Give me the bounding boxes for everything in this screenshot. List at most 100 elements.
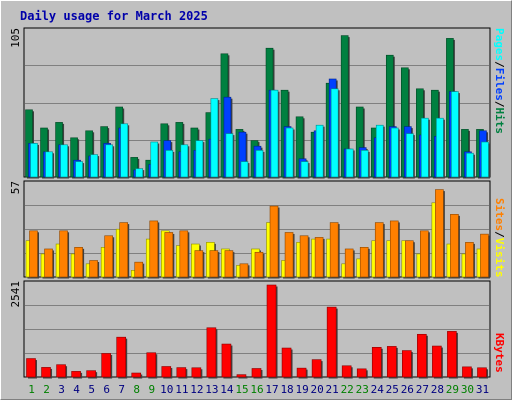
kbytes-bar [266,284,277,378]
sites-bar [74,247,83,278]
kbytes-bar [116,336,126,378]
pages-bar [60,144,68,178]
sites-bar [420,230,429,278]
sites-bar [480,233,489,278]
sites-bar [239,263,249,278]
pages-bar [240,161,249,178]
kbytes-bar [417,333,427,378]
x-tick-label: 9 [148,383,155,396]
kbytes-bar [402,350,412,378]
x-tick-label: 30 [461,383,474,396]
sites-bar [29,230,38,278]
sites-bar [284,232,294,278]
kbytes-bar [432,345,442,378]
x-tick-label: 16 [250,383,263,396]
pages-bar [165,150,174,178]
x-tick-label: 20 [311,383,324,396]
pages-bar [451,91,459,178]
x-tick-label: 6 [103,383,110,396]
sites-bar [104,235,113,278]
legend-entry: Files [493,68,506,101]
x-tick-label: 14 [220,383,234,396]
pages-bar [45,151,53,178]
x-tick-label: 15 [235,383,248,396]
sites-bar [149,220,159,278]
pages-bar [330,88,339,178]
legend-entry: / [493,101,506,108]
x-tick-label: 7 [118,383,125,396]
kbytes-legend: KBytes [493,333,506,373]
kbytes-bar [206,327,217,378]
kbytes-bar [477,367,487,378]
visitors-legend: Sites/Visits [493,198,506,278]
kbytes-bar [56,364,66,378]
pages-bar [225,133,234,178]
pages-bar [90,154,98,178]
x-tick-label: 25 [386,383,399,396]
usage-legend: Pages/Files/Hits [493,28,506,134]
kbytes-bar [26,358,36,378]
legend-entry: / [493,61,506,68]
pages-bar [360,150,369,178]
x-tick-label: 26 [401,383,414,396]
x-tick-label: 27 [416,383,429,396]
x-tick-label: 28 [431,383,444,396]
sites-bar [179,230,189,278]
kbytes-bar [462,366,472,378]
sites-bar [435,189,444,278]
kbytes-bar [161,366,172,378]
kbytes-bar [86,370,96,378]
sites-bar [450,214,459,278]
x-tick-label: 23 [356,383,369,396]
visitors-ymax-label: 57 [9,181,22,194]
sites-bar [89,260,98,278]
sites-bar [359,247,369,278]
sites-bar [389,220,399,278]
pages-bar [436,117,444,178]
kbytes-bar [447,331,457,378]
sites-bar [374,222,384,278]
kbytes-bar [41,367,51,378]
sites-bar [134,261,144,278]
sites-bar [44,248,53,278]
x-tick-label: 2 [43,383,50,396]
sites-bar [194,250,204,278]
sites-bar [344,248,354,278]
kbytes-bar [176,367,187,378]
sites-bar [224,250,234,278]
sites-bar [314,237,324,278]
pages-bar [255,150,264,178]
kbytes-ymax-label: 2541 [9,281,22,308]
pages-bar [300,161,309,178]
x-tick-label: 24 [371,383,385,396]
pages-bar [150,141,159,178]
x-tick-label: 13 [205,383,218,396]
x-tick-label: 17 [265,383,278,396]
kbytes-bar [281,347,292,378]
kbytes-bar [296,367,307,378]
pages-bar [30,143,38,178]
pages-bar [466,152,474,178]
kbytes-bar [311,359,322,378]
legend-entry: Visits [493,238,506,278]
kbytes-bar [221,343,232,378]
x-tick-label: 12 [190,383,203,396]
legend-entry: Pages [493,28,506,61]
kbytes-bar [356,368,367,378]
kbytes-bar [341,365,352,378]
kbytes-bar [71,371,81,378]
pages-bar [345,148,354,178]
kbytes-bar [251,368,262,378]
sites-bar [299,235,309,278]
pages-bar [75,161,83,178]
x-tick-label: 11 [175,383,188,396]
x-tick-label: 18 [280,383,293,396]
x-tick-label: 22 [341,383,354,396]
pages-bar [135,168,144,178]
pages-bar [270,89,279,178]
pages-bar [421,117,429,178]
x-tick-label: 1 [28,383,35,396]
sites-bar [405,240,414,278]
x-tick-label: 3 [58,383,65,396]
